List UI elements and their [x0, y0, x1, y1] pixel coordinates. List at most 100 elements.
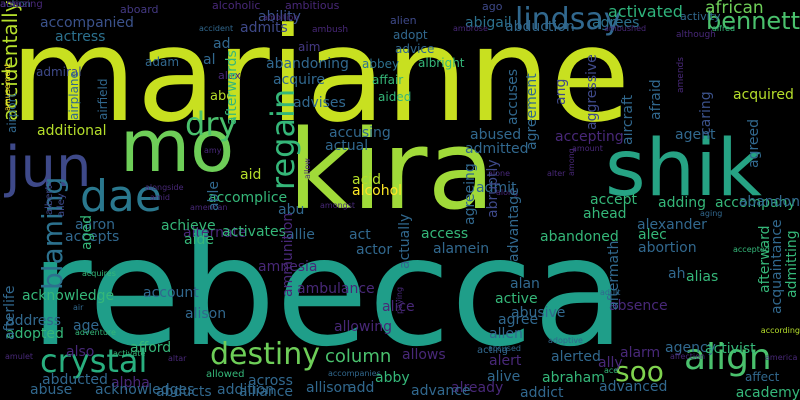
- word-dry: dry: [185, 105, 238, 143]
- word-amulet: amulet: [5, 352, 34, 361]
- word-academy: academy: [735, 385, 800, 400]
- word-actual: actual: [325, 138, 369, 154]
- word-air: air: [73, 303, 84, 312]
- word-acquired: acquired: [733, 87, 794, 103]
- word-aboard: aboard: [120, 3, 159, 16]
- word-ambushed: ambushed: [604, 24, 647, 33]
- word-abu: abu: [278, 202, 305, 218]
- word-amid: amid: [150, 193, 170, 202]
- word-act: act: [349, 227, 371, 243]
- word-ago: ago: [482, 0, 503, 13]
- word-addition: addition: [217, 382, 275, 398]
- word-aid: aid: [240, 167, 262, 183]
- word-abused: abused: [470, 127, 522, 143]
- word-across: across: [248, 373, 293, 389]
- word-ace: ace: [604, 366, 619, 375]
- word-alias: alias: [686, 269, 719, 285]
- word-admitting: admitting: [784, 230, 800, 298]
- word-aaron: aaron: [75, 217, 116, 233]
- word-amy: amy: [204, 146, 222, 155]
- word-dae: dae: [80, 171, 162, 222]
- word-accompanies: accompanies: [328, 369, 381, 378]
- word-alive: alive: [487, 369, 521, 385]
- word-allie: allie: [286, 227, 315, 243]
- word-acting: acting: [477, 345, 509, 356]
- word-accomplice: accomplice: [208, 190, 288, 206]
- word-jun: jun: [5, 135, 92, 200]
- word-abraham: abraham: [542, 370, 605, 386]
- word-acquires: acquires: [82, 269, 116, 278]
- word-altar: altar: [168, 354, 187, 363]
- word-abducted: abducted: [42, 372, 108, 388]
- word-aided: aided: [378, 90, 412, 104]
- word-aged: aged: [79, 215, 95, 250]
- word-agrees: agrees: [592, 15, 640, 31]
- word-aftermath: aftermath: [606, 240, 622, 310]
- word-abe: abe: [210, 89, 235, 104]
- word-allowing: allowing: [334, 319, 393, 335]
- word-acquaintance: acquaintance: [769, 219, 785, 314]
- word-agree: agree: [498, 312, 539, 328]
- word-accuses: accuses: [505, 68, 521, 125]
- word-advance: advance: [411, 383, 471, 399]
- word-adding: adding: [658, 195, 707, 211]
- word-abby: abby: [375, 370, 410, 386]
- word-kira: kira: [288, 106, 495, 234]
- word-ahead: ahead: [583, 206, 627, 222]
- word-lindsay: lindsay: [515, 2, 622, 37]
- word-actor: actor: [356, 242, 393, 258]
- word-paying: paying: [395, 286, 404, 314]
- word-amusement: amusement: [3, 63, 12, 111]
- word-alerted: alerted: [551, 349, 601, 365]
- word-airfield: airfield: [96, 78, 110, 120]
- word-admit: admit: [476, 180, 517, 196]
- word-already: already: [451, 380, 504, 396]
- word-alan: alan: [510, 276, 540, 292]
- word-allowed: allowed: [206, 369, 245, 380]
- word-alfred: alfred: [712, 24, 736, 33]
- word-activated: activated: [608, 2, 683, 21]
- word-abandoning: abandoning: [266, 56, 349, 72]
- word-among: among: [567, 148, 576, 176]
- word-additional: additional: [37, 123, 107, 139]
- word-add: add: [348, 380, 375, 396]
- word-alarm: alarm: [620, 345, 661, 361]
- word-alternate: alternate: [183, 225, 247, 241]
- word-alongside: alongside: [145, 183, 184, 192]
- word-america: america: [765, 353, 798, 362]
- word-ambitious: ambitious: [285, 0, 340, 12]
- word-allison: allison: [306, 380, 351, 396]
- word-activity: activity: [680, 10, 721, 23]
- word-abduction: abduction: [505, 19, 575, 35]
- word-bennett: bennett: [705, 7, 800, 35]
- word-amongst: amongst: [320, 201, 356, 210]
- word-alter: alter: [547, 169, 566, 178]
- word-alcoholic: alcoholic: [212, 0, 261, 12]
- word-actually: actually: [397, 213, 413, 269]
- word-acquire: acquire: [273, 72, 325, 88]
- word-admiral: admiral: [36, 65, 82, 79]
- word-ability: ability: [258, 9, 301, 25]
- word-alamein: alamein: [433, 241, 490, 257]
- word-activates: activates: [222, 224, 286, 240]
- word-afterwards: afterwards: [224, 50, 240, 125]
- word-accusing: accusing: [329, 125, 391, 141]
- word-allows: allows: [402, 347, 446, 363]
- word-adopt: adopt: [393, 28, 428, 42]
- word-agreement: agreement: [524, 73, 540, 150]
- word-acknowledges: acknowledges: [95, 382, 195, 398]
- word-accepting: accepting: [555, 129, 624, 145]
- word-accused: accused: [488, 344, 521, 353]
- word-absence: absence: [609, 298, 668, 314]
- word-addict: addict: [520, 385, 564, 400]
- word-accepts: accepts: [65, 229, 120, 245]
- word-advanced: advanced: [599, 379, 668, 395]
- word-address: address: [6, 313, 62, 329]
- word-abandon: abandon: [738, 194, 800, 210]
- word-alcohol: alcohol: [352, 183, 403, 199]
- word-alexander: alexander: [637, 217, 707, 233]
- word-abandoned: abandoned: [540, 229, 619, 245]
- word-abruptly: abruptly: [485, 159, 501, 218]
- word-amnesia: amnesia: [258, 259, 318, 275]
- word-ambulance: ambulance: [297, 281, 375, 297]
